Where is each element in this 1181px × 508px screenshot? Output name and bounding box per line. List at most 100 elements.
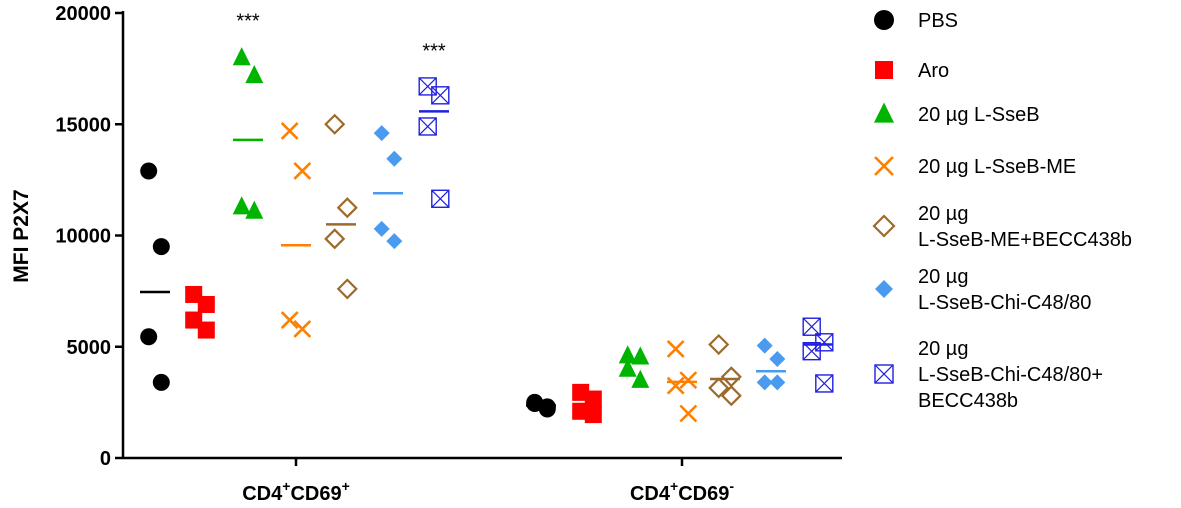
data-point-shape xyxy=(708,333,730,356)
data-point xyxy=(720,366,742,388)
data-point-shape xyxy=(708,377,730,399)
data-point-shape xyxy=(293,320,312,338)
data-point-shape xyxy=(538,400,556,418)
data-point-shape xyxy=(197,321,215,339)
data-point-shape xyxy=(666,376,685,395)
data-point-shape xyxy=(679,404,698,423)
data-point-shape xyxy=(373,125,390,142)
data-point-shape xyxy=(679,371,698,390)
data-point xyxy=(324,113,346,135)
legend-item: 20 µg L-SseB-ME xyxy=(874,156,1076,178)
data-point xyxy=(140,328,158,346)
legend-marker xyxy=(874,156,894,176)
legend-marker xyxy=(874,10,894,30)
data-point xyxy=(152,238,170,256)
data-point-shape xyxy=(245,64,264,84)
data-point xyxy=(197,321,215,339)
x-category-label: CD4+CD69- xyxy=(630,478,734,505)
data-point xyxy=(538,400,556,418)
data-point-shape xyxy=(152,373,170,391)
data-point-shape xyxy=(280,122,299,140)
legend-marker-shape xyxy=(875,61,893,79)
data-point xyxy=(418,117,437,136)
data-point xyxy=(373,220,390,237)
data-point-shape xyxy=(802,342,821,361)
data-point xyxy=(293,162,312,180)
data-point-shape xyxy=(418,117,437,136)
data-point-shape xyxy=(140,328,158,346)
data-point xyxy=(386,150,403,167)
data-point xyxy=(431,86,450,105)
legend-label: Aro xyxy=(918,60,949,82)
data-point-cross xyxy=(418,77,437,96)
data-point xyxy=(152,373,170,391)
data-point-shape xyxy=(756,337,773,354)
data-point xyxy=(679,371,698,390)
data-point-shape xyxy=(720,385,742,407)
data-point xyxy=(708,377,730,399)
data-point-cross xyxy=(815,374,834,393)
data-point xyxy=(232,47,251,66)
legend-marker-shape xyxy=(874,364,894,384)
legend-marker xyxy=(874,102,894,123)
data-point-shape xyxy=(815,374,834,393)
data-point xyxy=(631,346,650,365)
legend-item: 20 µg L-SseB-Chi-C48/80 xyxy=(875,266,1091,314)
data-point-shape xyxy=(386,233,403,250)
data-point xyxy=(618,358,637,377)
data-point-shape xyxy=(720,366,742,388)
data-point-cross xyxy=(431,189,450,208)
x-category-label: CD4+CD69+ xyxy=(242,478,350,505)
legend-marker-shape xyxy=(872,214,896,238)
data-point-shape xyxy=(197,295,215,313)
data-point-shape xyxy=(232,196,251,215)
data-point xyxy=(336,197,358,219)
legend-label: PBS xyxy=(918,10,958,32)
data-point xyxy=(720,385,742,407)
legend-label: 20 µg xyxy=(918,203,968,225)
data-point xyxy=(618,345,637,364)
data-point-shape xyxy=(666,340,685,358)
data-point xyxy=(802,317,821,336)
data-point-shape xyxy=(140,162,158,180)
legend-label: BECC438b xyxy=(918,390,1018,412)
data-point xyxy=(815,374,834,393)
data-point xyxy=(245,64,264,84)
data-point-shape xyxy=(769,374,786,391)
data-point xyxy=(140,162,158,180)
legend-marker xyxy=(875,280,893,298)
legend-label: 20 µg L-SseB-ME xyxy=(918,156,1076,178)
legend-item: 20 µg L-SseB xyxy=(874,102,1040,126)
legend-item: 20 µg L-SseB-ME+BECC438b xyxy=(872,203,1132,251)
data-point xyxy=(666,340,685,358)
data-point xyxy=(756,337,773,354)
data-point-shape xyxy=(802,317,821,336)
legend-label: L-SseB-Chi-C48/80 xyxy=(918,292,1091,314)
legend-marker-cross xyxy=(874,364,894,384)
y-tick-label: 20000 xyxy=(55,3,111,25)
data-point-shape xyxy=(584,406,602,424)
data-point-shape xyxy=(386,150,403,167)
data-point-shape xyxy=(245,200,264,219)
data-point xyxy=(373,125,390,142)
data-point xyxy=(708,333,730,356)
data-point xyxy=(197,295,215,313)
data-point-shape xyxy=(618,345,637,364)
data-point-cross xyxy=(418,117,437,136)
legend-label: 20 µg xyxy=(918,266,968,288)
y-tick-label: 10000 xyxy=(55,226,111,248)
legend-marker-shape xyxy=(874,10,894,30)
legend-label: L-SseB-ME+BECC438b xyxy=(918,229,1132,251)
data-point-shape xyxy=(618,358,637,377)
data-point xyxy=(431,189,450,208)
legend-marker xyxy=(875,61,893,79)
legend-item: Aro xyxy=(875,60,949,82)
legend-marker-shape xyxy=(874,156,894,176)
data-point-shape xyxy=(293,162,312,180)
data-point xyxy=(232,196,251,215)
y-axis-label: MFI P2X7 xyxy=(10,189,33,282)
data-point xyxy=(324,228,346,250)
y-tick-label: 0 xyxy=(100,448,111,470)
data-marks: *** *** xyxy=(140,11,834,424)
data-point-shape xyxy=(324,228,346,250)
